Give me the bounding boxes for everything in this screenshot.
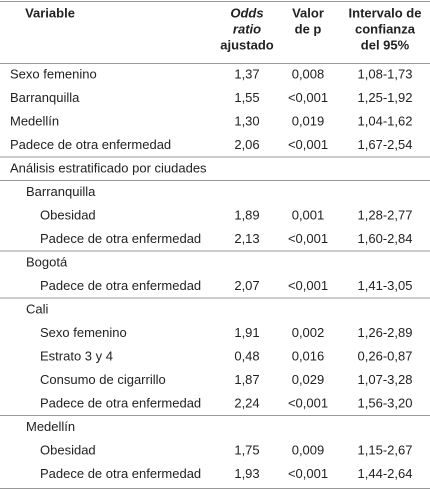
header-cell: Variable [25,5,75,20]
cell: 2,07 [234,278,259,293]
header-cell: Valor [292,5,324,20]
cell: 1,08-1,73 [358,66,413,81]
cell: 1,67-2,54 [358,137,413,152]
cell: 0,019 [292,113,325,128]
header-cell: Intervalo de [349,5,422,20]
row-label: Estrato 3 y 4 [40,348,113,363]
cell: 1,56-3,20 [358,395,413,410]
row-label: Padece de otra enfermedad [40,395,201,410]
cell: 1,26-2,89 [358,325,413,340]
cell: 2,24 [234,395,259,410]
row-label: Obesidad [40,207,96,222]
row-label: Obesidad [40,442,96,457]
cell: <0,001 [288,278,328,293]
row-label: Padece de otra enfermedad [10,137,171,152]
cell: <0,001 [288,90,328,105]
cell: 0,26-0,87 [358,348,413,363]
cell: <0,001 [288,231,328,246]
row-label: Padece de otra enfermedad [40,231,201,246]
cell: 1,28-2,77 [358,207,413,222]
cell: 1,91 [234,325,259,340]
cell: 1,89 [234,207,259,222]
row-label: Consumo de cigarrillo [40,372,166,387]
row-label: Medellín [10,113,59,128]
section-title: Análisis estratificado por ciudades [10,160,207,175]
group-name: Barranquilla [26,184,96,199]
group-name: Bogotá [26,254,68,269]
cell: 1,44-2,64 [358,466,413,481]
cell: 1,04-1,62 [358,113,413,128]
cell: <0,001 [288,466,328,481]
group-name: Cali [26,301,49,316]
row-label: Sexo femenino [10,66,97,81]
header-cell: confianza [355,21,416,36]
header-cell: Odds [230,5,263,20]
cell: 0,48 [234,348,259,363]
header-cell: de p [295,21,322,36]
row-label: Padece de otra enfermedad [40,466,201,481]
cell: 1,93 [234,466,259,481]
group-name: Medellín [26,419,75,434]
cell: 2,06 [234,137,259,152]
header-cell: del 95% [361,37,410,52]
row-label: Padece de otra enfermedad [40,278,201,293]
cell: 0,008 [292,66,325,81]
header-cell: ratio [233,21,261,36]
cell: 1,55 [234,90,259,105]
cell: 1,60-2,84 [358,231,413,246]
row-label: Sexo femenino [40,325,127,340]
cell: 0,009 [292,442,325,457]
cell: 1,37 [234,66,259,81]
cell: 1,25-1,92 [358,90,413,105]
cell: <0,001 [288,137,328,152]
cell: 1,75 [234,442,259,457]
cell: 0,001 [292,207,325,222]
cell: 0,016 [292,348,325,363]
cell: 1,15-2,67 [358,442,413,457]
header-cell: ajustado [220,37,274,52]
cell: 0,002 [292,325,325,340]
cell: 1,87 [234,372,259,387]
row-label: Barranquilla [10,90,80,105]
cell: <0,001 [288,395,328,410]
cell: 1,30 [234,113,259,128]
cell: 1,41-3,05 [358,278,413,293]
cell: 0,029 [292,372,325,387]
cell: 2,13 [234,231,259,246]
cell: 1,07-3,28 [358,372,413,387]
